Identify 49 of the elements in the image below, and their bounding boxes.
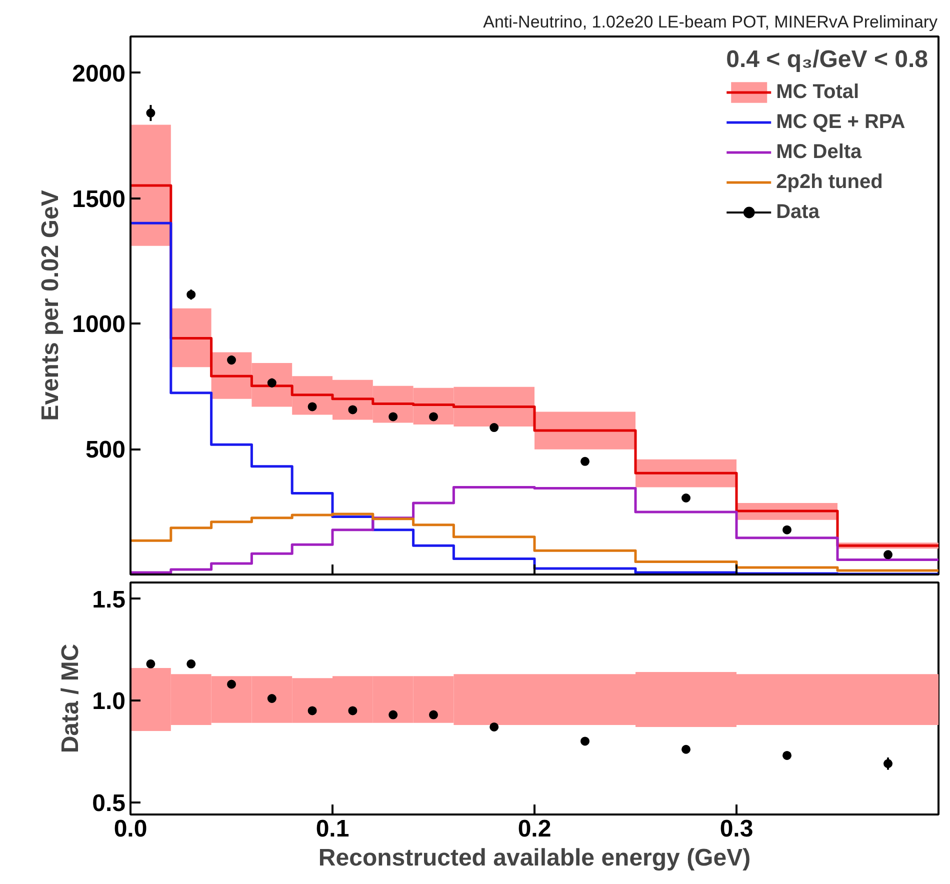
x-tick-label: 0.2 xyxy=(518,816,552,842)
legend-label: MC QE + RPA xyxy=(776,110,906,134)
point xyxy=(267,694,276,703)
chart-title: Anti-Neutrino, 1.02e20 LE-beam POT, MINERvA Preliminary xyxy=(483,12,938,32)
x-tick-label: 0.3 xyxy=(720,816,754,842)
bar xyxy=(170,308,212,368)
point xyxy=(146,659,156,668)
x-tick-label: 0.1 xyxy=(316,816,350,842)
point xyxy=(490,423,499,432)
point xyxy=(682,744,690,754)
point xyxy=(580,456,590,466)
y-tick-label: 1500 xyxy=(72,186,126,213)
point xyxy=(884,759,892,768)
point xyxy=(388,710,398,720)
point xyxy=(782,750,792,760)
point xyxy=(308,402,317,412)
y-tick-label: 0.5 xyxy=(92,790,126,817)
point xyxy=(490,722,499,732)
legend-label: MC Delta xyxy=(776,140,862,164)
point xyxy=(682,494,690,502)
y-tick-label: 1000 xyxy=(72,311,126,338)
y-tick-label: 1.0 xyxy=(92,688,126,716)
point xyxy=(146,108,156,118)
point xyxy=(782,525,792,534)
x-axis-title: Reconstructed available energy (GeV) xyxy=(318,844,751,872)
bar xyxy=(130,124,171,246)
point xyxy=(267,378,276,388)
point xyxy=(429,412,438,422)
point xyxy=(429,710,438,720)
y-tick-label: 500 xyxy=(85,436,126,464)
legend-title: 0.4 < q₃/GeV < 0.8 xyxy=(726,46,928,74)
point xyxy=(227,680,236,689)
point xyxy=(884,550,892,560)
x-tick-label: 0.0 xyxy=(114,816,148,842)
point xyxy=(227,356,236,365)
legend-label: 2p2h tuned xyxy=(776,170,883,194)
point xyxy=(388,412,398,422)
y-axis-title: Events per 0.02 GeV xyxy=(37,190,64,421)
legend-label: Data xyxy=(776,200,820,224)
legend-label: MC Total xyxy=(776,80,860,104)
point xyxy=(308,706,317,716)
point xyxy=(186,290,196,300)
point xyxy=(580,736,590,746)
y-axis-title: Data / MC xyxy=(57,644,84,754)
point xyxy=(348,706,358,716)
y-tick-label: 2000 xyxy=(72,60,126,88)
y-tick-label: 1.5 xyxy=(92,586,126,614)
point xyxy=(348,405,358,414)
point xyxy=(186,659,196,668)
